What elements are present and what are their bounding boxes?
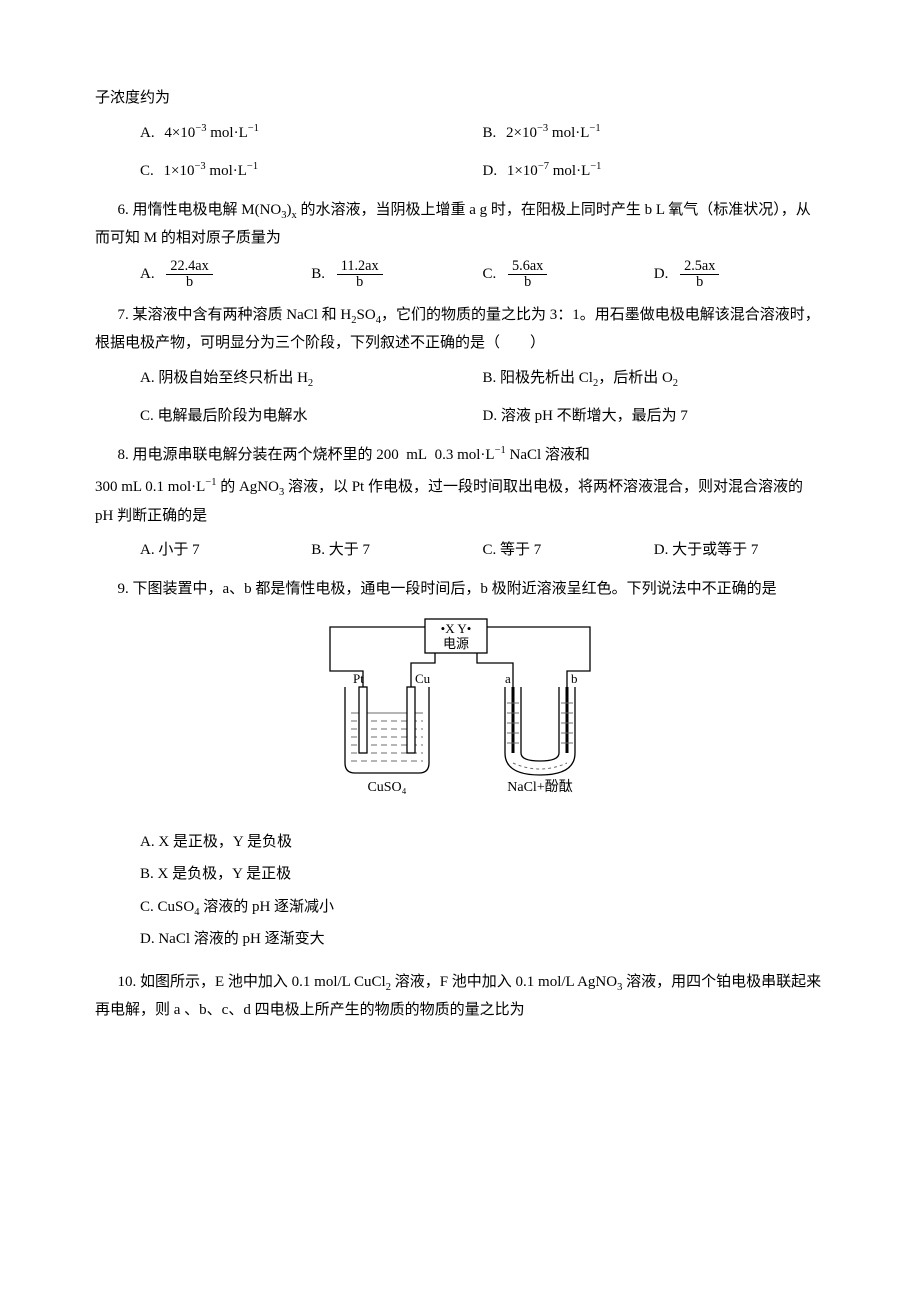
q6-fracC-num: 5.6ax (508, 259, 547, 276)
q5-optB-label: B. (483, 119, 501, 148)
right-a-label: a (505, 671, 511, 686)
q5-options-row2: C. 1×10−3 mol·L−1 D. 1×10−7 mol·L−1 (140, 157, 825, 186)
left-solution-label: CuSO₄ (367, 780, 406, 795)
q5-optC-text: 1×10−3 mol·L−1 (164, 157, 259, 186)
q6-fracD-den: b (680, 275, 719, 291)
q6-fracB-den: b (337, 275, 383, 291)
q8-optD: D. 大于或等于 7 (654, 536, 825, 565)
q7-options-row2: C. 电解最后阶段为电解水 D. 溶液 pH 不断增大，最后为 7 (140, 402, 825, 431)
q7-stem: 7. 某溶液中含有两种溶质 NaCl 和 H2SO4，它们的物质的量之比为 3：… (95, 301, 825, 358)
q5-optB: B. 2×10−3 mol·L−1 (483, 119, 826, 148)
q6-fracB-num: 11.2ax (337, 259, 383, 276)
q5-optB-text: 2×10−3 mol·L−1 (506, 119, 601, 148)
q8-optA: A. 小于 7 (140, 536, 311, 565)
q5-optD-label: D. (483, 157, 501, 186)
q9-optC: C. CuSO4 溶液的 pH 逐渐减小 (140, 893, 825, 922)
q5-optC-label: C. (140, 157, 158, 186)
q6-stem: 6. 用惰性电极电解 M(NO3)x 的水溶液，当阴极上增重 a g 时，在阳极… (95, 196, 825, 253)
q6-fracD-num: 2.5ax (680, 259, 719, 276)
q7-optD: D. 溶液 pH 不断增大，最后为 7 (483, 402, 826, 431)
right-solution-label: NaCl+酚酞 (507, 779, 572, 795)
q7-optC: C. 电解最后阶段为电解水 (140, 402, 483, 431)
q7-options-row1: A. 阴极自始至终只析出 H2 B. 阳极先析出 Cl2，后析出 O2 (140, 364, 825, 393)
power-bottom-label: 电源 (443, 636, 469, 651)
q6-optB: B. 11.2axb (311, 259, 482, 291)
q6-optC: C. 5.6axb (483, 259, 654, 291)
q7-optB: B. 阳极先析出 Cl2，后析出 O2 (483, 364, 826, 393)
q6-optD: D. 2.5axb (654, 259, 825, 291)
q6-optA-label: A. (140, 260, 158, 289)
q6-fracC-den: b (508, 275, 547, 291)
q6-options: A. 22.4axb B. 11.2axb C. 5.6axb D. 2.5ax… (140, 259, 825, 291)
power-top-label: •X Y• (441, 621, 472, 636)
left-Cu-label: Cu (415, 671, 431, 686)
q8-options: A. 小于 7 B. 大于 7 C. 等于 7 D. 大于或等于 7 (140, 536, 825, 565)
q6-optD-frac: 2.5axb (680, 259, 719, 291)
q7-optA: A. 阴极自始至终只析出 H2 (140, 364, 483, 393)
q6-optB-frac: 11.2axb (337, 259, 383, 291)
q6-optA: A. 22.4axb (140, 259, 311, 291)
q5-options-row1: A. 4×10−3 mol·L−1 B. 2×10−3 mol·L−1 (140, 119, 825, 148)
q6-optC-frac: 5.6axb (508, 259, 547, 291)
right-b-label: b (571, 671, 578, 686)
q6-optC-label: C. (483, 260, 501, 289)
q9-figure: •X Y• 电源 Pt Cu CuSO₄ (95, 613, 825, 814)
q9-stem: 9. 下图装置中，a、b 都是惰性电极，通电一段时间后，b 极附近溶液呈红色。下… (95, 575, 825, 604)
left-Pt-label: Pt (353, 671, 364, 686)
q5-optD: D. 1×10−7 mol·L−1 (483, 157, 826, 186)
q6-optA-frac: 22.4axb (166, 259, 212, 291)
q5-optA-text: 4×10−3 mol·L−1 (164, 119, 259, 148)
q8-optC: C. 等于 7 (483, 536, 654, 565)
q8-stem2: 300 mL 0.1 mol·L−1 的 AgNO3 溶液，以 Pt 作电极，过… (95, 473, 825, 530)
q8-stem1: 8. 用电源串联电解分装在两个烧杯里的 200 mL 0.3 mol·L−1 N… (95, 441, 825, 470)
q9-optB: B. X 是负极，Y 是正极 (140, 860, 825, 889)
q6-fracA-num: 22.4ax (166, 259, 212, 276)
q5-stem-tail: 子浓度约为 (95, 84, 825, 113)
q9-optD: D. NaCl 溶液的 pH 逐渐变大 (140, 925, 825, 954)
q8-optB: B. 大于 7 (311, 536, 482, 565)
q6-fracA-den: b (166, 275, 212, 291)
q5-optA: A. 4×10−3 mol·L−1 (140, 119, 483, 148)
q6-optD-label: D. (654, 260, 672, 289)
q9-figure-svg: •X Y• 电源 Pt Cu CuSO₄ (315, 613, 605, 803)
q9-optA: A. X 是正极，Y 是负极 (140, 828, 825, 857)
q10-stem: 10. 如图所示，E 池中加入 0.1 mol/L CuCl2 溶液，F 池中加… (95, 968, 825, 1025)
q5-optA-label: A. (140, 119, 158, 148)
q6-optB-label: B. (311, 260, 329, 289)
q5-optD-text: 1×10−7 mol·L−1 (507, 157, 602, 186)
q5-optC: C. 1×10−3 mol·L−1 (140, 157, 483, 186)
